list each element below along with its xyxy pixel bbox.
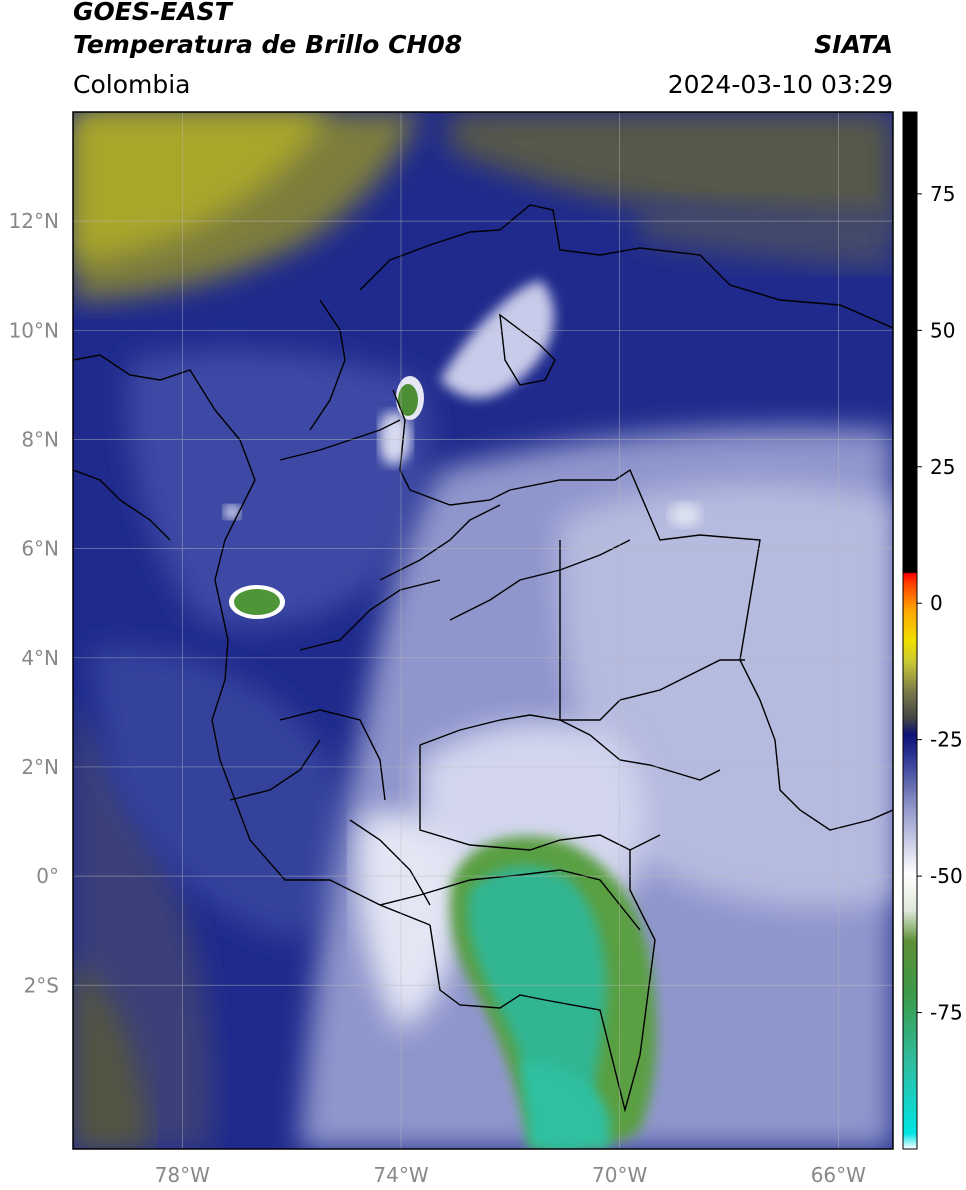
lat-tick-label: 12°N: [9, 209, 59, 233]
colorbar-tick-label: -25: [930, 728, 963, 752]
longitude-labels: 78°W 74°W 70°W 66°W: [155, 1163, 866, 1187]
lon-tick-label: 78°W: [155, 1163, 210, 1187]
product-title: Temperatura de Brillo CH08: [73, 30, 463, 59]
satellite-title: GOES-EAST: [73, 0, 232, 26]
colorbar-tick-label: 0: [930, 591, 943, 615]
colorbar-tick-label: 50: [930, 318, 955, 342]
latitude-labels: 12°N 10°N 8°N 6°N 4°N 2°N 0° 2°S: [9, 209, 59, 997]
region-label: Colombia: [73, 70, 191, 99]
colorbar-tick-label: -75: [930, 1001, 963, 1025]
colorbar: 75 50 25 0 -25 -50 -75: [902, 111, 963, 1150]
agency-label: SIATA: [814, 30, 893, 59]
colorbar-tick-label: 75: [930, 182, 955, 206]
lat-tick-label: 6°N: [21, 537, 59, 561]
colorbar-tick-label: -50: [930, 864, 963, 888]
lat-tick-label: 4°N: [21, 646, 59, 670]
graticule: [73, 112, 893, 1149]
brightness-temperature-field: [73, 112, 893, 1149]
lat-tick-label: 2°N: [21, 755, 59, 779]
colorbar-gradient: [903, 112, 917, 1149]
colorbar-tick-label: 25: [930, 455, 955, 479]
lat-tick-label: 0°: [36, 864, 59, 888]
political-boundaries: [73, 204, 893, 1113]
lon-tick-label: 74°W: [373, 1163, 428, 1187]
lat-tick-label: 10°N: [9, 318, 59, 342]
lon-tick-label: 70°W: [592, 1163, 647, 1187]
datetime-label: 2024-03-10 03:29: [667, 70, 893, 99]
lat-tick-label: 2°S: [24, 973, 59, 997]
lat-tick-label: 8°N: [21, 427, 59, 451]
lon-tick-label: 66°W: [811, 1163, 866, 1187]
colorbar-frame: [902, 111, 918, 1150]
map-frame: [72, 111, 894, 1150]
